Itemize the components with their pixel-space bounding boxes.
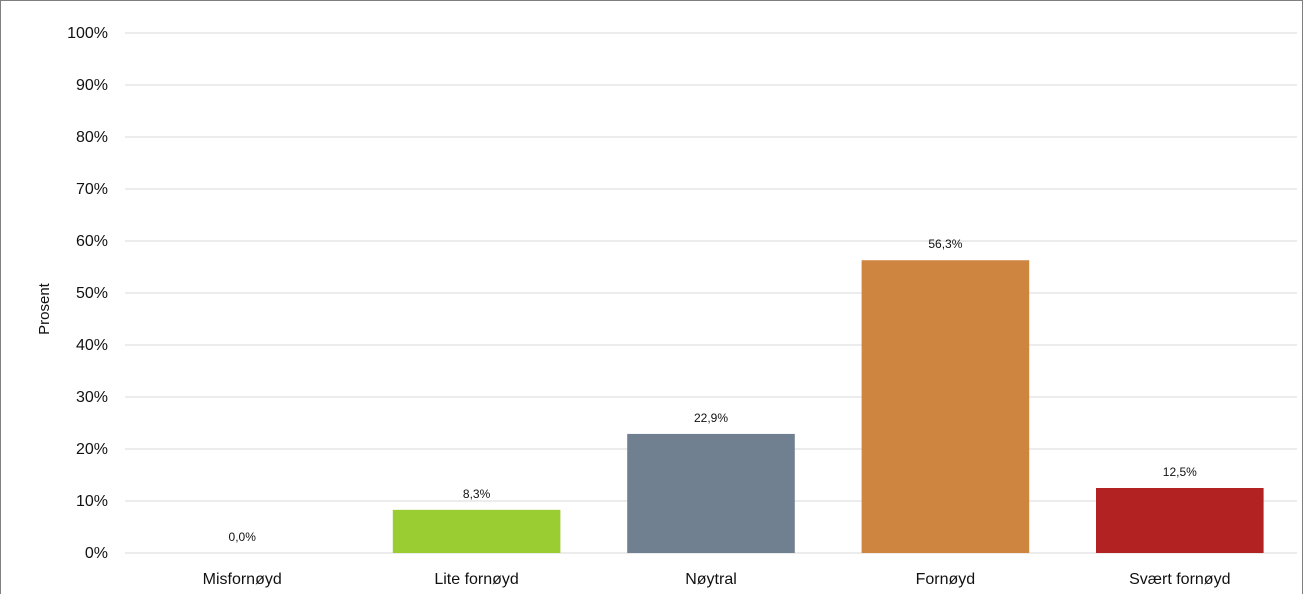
y-axis-label: Prosent — [36, 282, 53, 335]
y-tick-label: 60% — [76, 233, 108, 250]
x-tick-label: Fornøyd — [916, 571, 976, 588]
y-tick-label: 0% — [85, 545, 108, 562]
bar — [627, 433, 795, 553]
y-tick-label: 10% — [76, 493, 108, 510]
gridlines — [125, 32, 1297, 554]
data-label: 22,9% — [694, 411, 728, 425]
data-label: 0,0% — [229, 530, 257, 544]
data-label: 12,5% — [1163, 465, 1197, 479]
bars — [392, 260, 1264, 553]
x-tick-label: Nøytral — [685, 571, 737, 588]
axes: Prosent — [36, 282, 53, 335]
y-tick-label: 100% — [67, 25, 108, 42]
y-tick-label: 40% — [76, 337, 108, 354]
x-tick-label: Misfornøyd — [203, 571, 282, 588]
y-tick-label: 30% — [76, 389, 108, 406]
bar — [392, 509, 561, 553]
data-label: 8,3% — [463, 487, 491, 501]
y-tick-label: 90% — [76, 77, 108, 94]
y-tick-label: 70% — [76, 181, 108, 198]
x-tick-label: Lite fornøyd — [434, 571, 518, 588]
y-tick-label: 50% — [76, 285, 108, 302]
y-tick-label: 20% — [76, 441, 108, 458]
x-tick-label: Svært fornøyd — [1129, 571, 1230, 588]
labels: 0% 10% 20% 30% 40% 50% 60% 70% 80% 90% 100% 0,0% Mis… — [67, 25, 1230, 588]
y-tick-label: 80% — [76, 129, 108, 146]
bar — [1096, 488, 1264, 553]
data-label: 56,3% — [928, 237, 962, 251]
bar — [861, 260, 1030, 553]
